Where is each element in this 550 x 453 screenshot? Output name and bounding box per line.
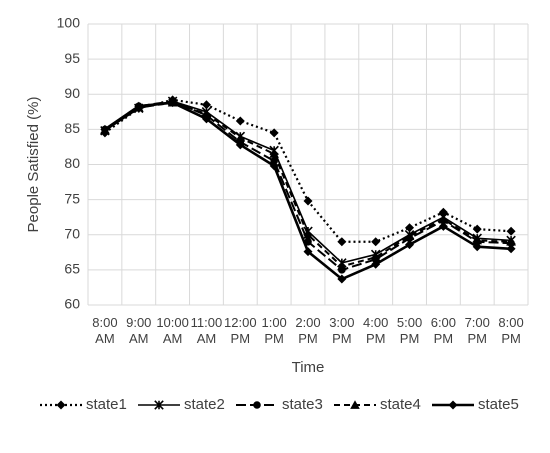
y-tick-label: 60 xyxy=(64,296,80,312)
data-point-state5 xyxy=(303,247,313,257)
data-point-state5 xyxy=(100,124,110,134)
data-point-state1 xyxy=(201,100,211,110)
y-tick-label: 90 xyxy=(64,85,80,101)
data-point-state1 xyxy=(506,226,516,236)
data-point-state4 xyxy=(472,235,483,245)
x-tick-label: 3:00 PM xyxy=(329,315,354,346)
data-point-state5 xyxy=(269,161,279,171)
data-point-state1 xyxy=(337,237,347,247)
data-point-state1 xyxy=(405,223,415,233)
data-point-state5 xyxy=(506,244,516,254)
x-tick-label: 1:00 PM xyxy=(261,315,286,346)
x-tick-label: 2:00 PM xyxy=(295,315,320,346)
x-tick-label: 8:00 AM xyxy=(92,315,117,346)
y-tick-label: 95 xyxy=(64,50,80,66)
legend-label-state2: state2 xyxy=(184,396,225,413)
data-point-state4 xyxy=(506,236,516,246)
data-point-state5 xyxy=(405,240,415,250)
x-tick-label: 11:00 AM xyxy=(191,315,223,346)
y-tick-label: 70 xyxy=(64,225,80,241)
legend-label-state1: state1 xyxy=(86,396,127,413)
data-point-state1 xyxy=(269,128,279,138)
data-point-state5 xyxy=(438,221,448,231)
x-tick-label: 7:00 PM xyxy=(465,315,490,346)
data-point-state5 xyxy=(201,114,211,124)
legend-marker-state2 xyxy=(154,400,164,410)
y-axis-title: People Satisfied (%) xyxy=(25,97,42,233)
legend-label-state4: state4 xyxy=(380,396,421,413)
data-point-state1 xyxy=(303,196,313,206)
x-tick-label: 10:00 AM xyxy=(156,315,189,346)
data-point-state4 xyxy=(269,149,279,158)
x-tick-label: 12:00 PM xyxy=(224,315,257,346)
data-point-state1 xyxy=(235,116,245,126)
data-point-state5 xyxy=(337,274,347,284)
legend-marker-state5 xyxy=(448,400,458,410)
y-tick-label: 75 xyxy=(64,190,80,206)
x-tick-label: 4:00 PM xyxy=(363,315,388,346)
y-tick-label: 80 xyxy=(64,155,80,171)
data-point-state5 xyxy=(235,140,245,150)
x-tick-label: 6:00 PM xyxy=(431,315,456,346)
x-axis-title: Time xyxy=(292,359,325,376)
data-point-state5 xyxy=(371,259,381,269)
x-tick-label: 8:00 PM xyxy=(498,315,523,346)
data-point-state4 xyxy=(404,231,415,240)
y-tick-label: 85 xyxy=(64,120,80,136)
data-point-state1 xyxy=(472,224,482,234)
data-point-state5 xyxy=(168,98,178,108)
data-point-state4 xyxy=(438,214,449,224)
x-tick-label: 5:00 PM xyxy=(397,315,422,346)
x-tick-label: 9:00 AM xyxy=(126,315,151,346)
legend-label-state3: state3 xyxy=(282,396,323,413)
data-point-state4 xyxy=(337,261,347,271)
legend-marker-state4 xyxy=(350,400,360,409)
data-point-state4 xyxy=(235,133,246,142)
data-point-state4 xyxy=(201,109,212,118)
data-point-state5 xyxy=(472,242,482,252)
legend-marker-state1 xyxy=(56,400,66,410)
y-tick-label: 65 xyxy=(64,261,80,277)
data-point-state4 xyxy=(303,229,313,239)
data-point-state4 xyxy=(370,252,381,262)
y-tick-label: 100 xyxy=(57,15,81,31)
data-point-state1 xyxy=(371,237,381,247)
data-point-state5 xyxy=(134,101,144,111)
legend-label-state5: state5 xyxy=(478,396,519,413)
legend-marker-state3 xyxy=(253,401,261,409)
